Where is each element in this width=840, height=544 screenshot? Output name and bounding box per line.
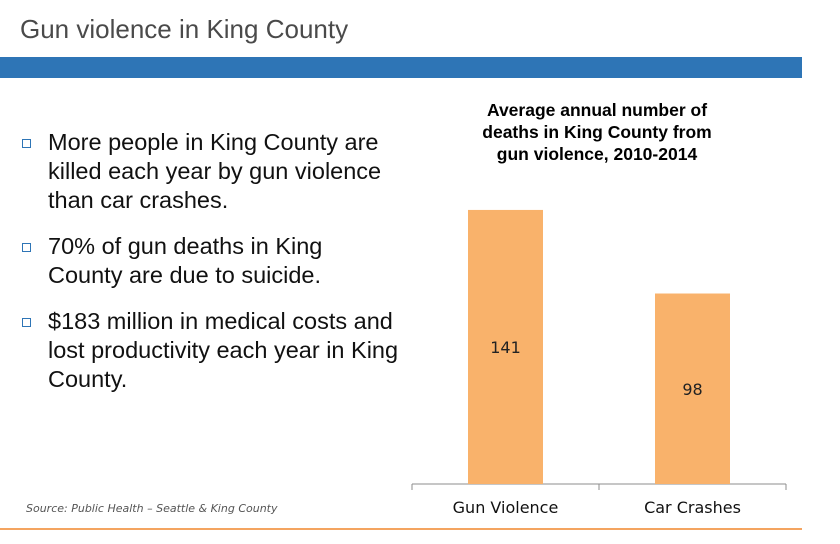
chart-title-line-1: Average annual number of (487, 100, 707, 120)
source-note: Source: Public Health – Seattle & King C… (26, 502, 278, 515)
bar-value-label: 98 (682, 380, 702, 399)
bottom-rule (0, 528, 802, 530)
page-title: Gun violence in King County (20, 14, 349, 44)
square-bullet-icon (22, 243, 31, 252)
category-label: Gun Violence (453, 498, 559, 517)
bullet-text: 70% of gun deaths in King County are due… (48, 233, 323, 288)
bullet-text: $183 million in medical costs and lost p… (48, 308, 399, 392)
title-band (0, 57, 802, 78)
bar-gun-violence (468, 209, 543, 484)
bar-chart: Average annual number of deaths in King … (411, 100, 787, 517)
category-label: Car Crashes (644, 498, 741, 517)
chart-title-line-3: gun violence, 2010-2014 (497, 144, 698, 164)
bullet-item: 70% of gun deaths in King County are due… (22, 232, 402, 290)
bar-car-crashes (655, 293, 730, 484)
bullet-item: $183 million in medical costs and lost p… (22, 307, 402, 394)
bar-value-label: 141 (490, 338, 521, 357)
square-bullet-icon (22, 139, 31, 148)
chart-marks: 141 Gun Violence 98 Car Crashes (411, 209, 787, 517)
chart-title-line-2: deaths in King County from (482, 122, 711, 142)
bullet-item: More people in King County are killed ea… (22, 128, 402, 215)
square-bullet-icon (22, 318, 31, 327)
bullet-list: More people in King County are killed ea… (22, 128, 402, 411)
bullet-text: More people in King County are killed ea… (48, 129, 382, 213)
